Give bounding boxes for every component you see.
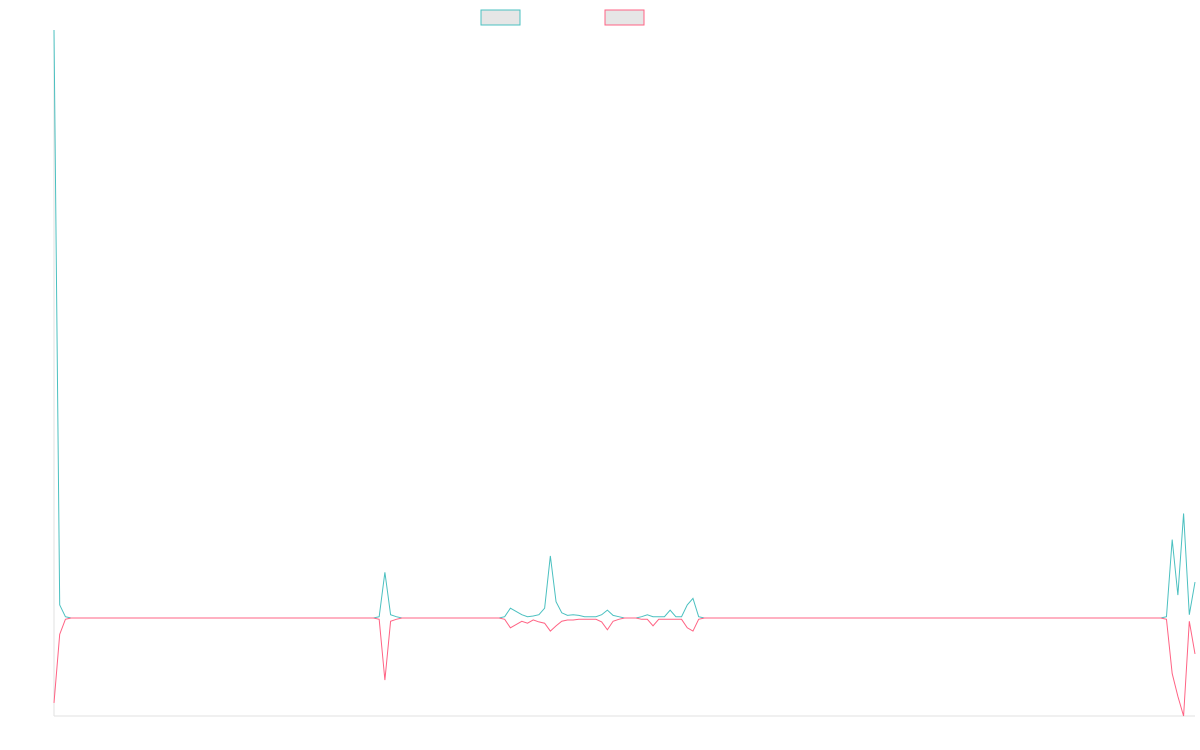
series-line-1 — [53, 29, 1196, 619]
legend[interactable] — [480, 9, 645, 26]
axes — [53, 30, 1195, 717]
series-group — [53, 29, 1196, 717]
legend-swatch-2[interactable] — [604, 9, 645, 26]
legend-swatch-1[interactable] — [480, 9, 521, 26]
series-line-2 — [53, 617, 1196, 717]
